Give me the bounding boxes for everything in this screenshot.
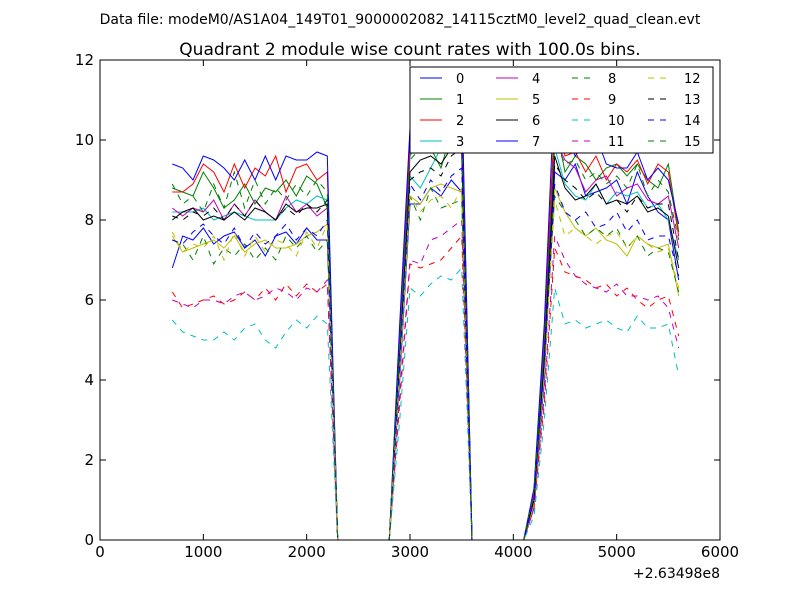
y-tick-label: 2 <box>84 451 94 469</box>
x-tick-label: 2000 <box>288 543 326 561</box>
legend-label-6: 6 <box>532 114 540 129</box>
legend-label-3: 3 <box>456 135 464 150</box>
x-tick-label: 3000 <box>391 543 429 561</box>
series-line-13 <box>172 147 680 541</box>
legend-label-5: 5 <box>532 93 540 108</box>
legend-label-9: 9 <box>608 93 616 108</box>
chart-title: Quadrant 2 module wise count rates with … <box>179 40 640 60</box>
legend-label-7: 7 <box>532 135 540 150</box>
y-tick-label: 6 <box>84 291 94 309</box>
legend-label-14: 14 <box>684 114 701 129</box>
x-tick-label: 1000 <box>184 543 222 561</box>
legend-label-11: 11 <box>608 135 625 150</box>
series-line-0 <box>171 162 680 541</box>
legend-label-15: 15 <box>684 135 701 150</box>
series-line-10 <box>171 266 680 541</box>
x-tick-label: 6000 <box>701 543 739 561</box>
legend-label-10: 10 <box>608 114 625 129</box>
series-line-11 <box>172 219 680 541</box>
y-tick-label: 8 <box>84 211 94 229</box>
legend-label-12: 12 <box>684 72 701 87</box>
legend-label-0: 0 <box>456 72 464 87</box>
series-line-3 <box>172 138 680 541</box>
x-tick-label: 5000 <box>598 543 636 561</box>
series-line-14 <box>172 167 680 541</box>
x-tick-label: 4000 <box>494 543 532 561</box>
y-tick-label: 10 <box>75 131 94 149</box>
y-tick-label: 0 <box>84 531 94 549</box>
series-line-12 <box>171 186 680 541</box>
legend-label-13: 13 <box>684 93 701 108</box>
series-line-15 <box>171 135 680 541</box>
legend-label-4: 4 <box>532 72 540 87</box>
legend-label-2: 2 <box>456 114 464 129</box>
y-tick-label: 12 <box>75 51 94 69</box>
series-line-2 <box>172 91 680 541</box>
series-line-5 <box>171 183 680 541</box>
legend-box <box>409 66 714 154</box>
figure-suptitle: Data file: modeM0/AS1A04_149T01_90000020… <box>100 12 701 28</box>
legend-label-8: 8 <box>608 72 616 87</box>
x-tick-label: 0 <box>95 543 105 561</box>
legend-label-1: 1 <box>456 93 464 108</box>
series-line-6 <box>171 147 680 541</box>
x-offset-label: +2.63498e8 <box>633 566 720 582</box>
series-line-8 <box>172 186 680 541</box>
y-tick-label: 4 <box>84 371 94 389</box>
series-line-9 <box>171 234 680 541</box>
